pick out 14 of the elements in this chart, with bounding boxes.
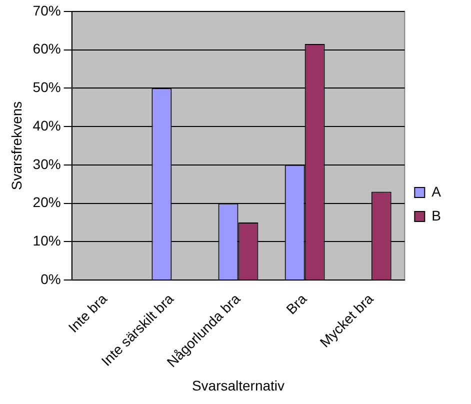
x-axis-title: Svarsalternativ <box>192 377 285 394</box>
y-axis-title: Svarsfrekvens <box>8 101 24 190</box>
y-tick-label: 0% <box>40 270 61 287</box>
y-tick-label: 60% <box>32 40 61 57</box>
x-tick-label: Bra <box>282 290 310 318</box>
legend-label: B <box>432 207 442 224</box>
y-tick-label: 10% <box>32 232 61 249</box>
y-tick-label: 50% <box>32 79 61 96</box>
y-tick-label: 30% <box>32 156 61 172</box>
y-tick-label: 20% <box>32 194 61 210</box>
legend-label: A <box>432 183 442 200</box>
y-tick-label: 70% <box>32 2 61 18</box>
x-tick-label: Inte bra <box>65 290 110 336</box>
y-tick-label: 40% <box>32 117 61 134</box>
